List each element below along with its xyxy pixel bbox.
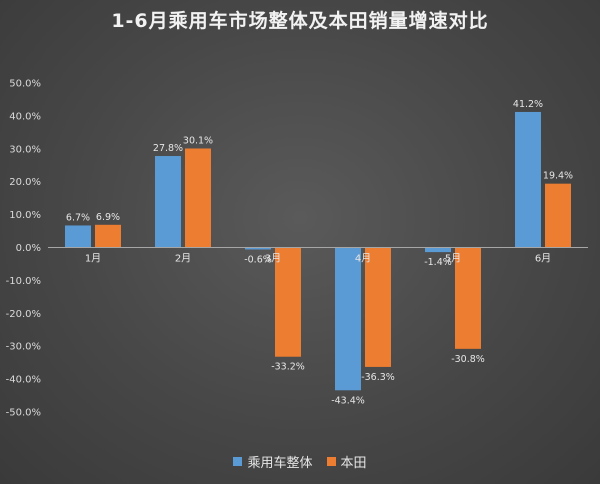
- y-tick-label: -30.0%: [6, 342, 41, 353]
- data-label: -33.2%: [271, 362, 305, 373]
- bar-total: [425, 247, 451, 253]
- y-tick-label: 20.0%: [9, 177, 41, 188]
- legend-label-total: 乘用车整体: [247, 456, 313, 471]
- bar-honda: [545, 183, 571, 248]
- x-tick-label: 2月: [175, 253, 191, 265]
- y-tick-label: -20.0%: [6, 309, 41, 320]
- data-label: 6.7%: [66, 212, 90, 223]
- legend-label-honda: 本田: [340, 456, 367, 471]
- data-label: 41.2%: [513, 99, 543, 110]
- legend-item-honda: 本田: [326, 452, 367, 471]
- y-tick-label: 50.0%: [9, 79, 41, 90]
- data-label: 27.8%: [153, 143, 183, 154]
- data-label: -43.4%: [331, 395, 365, 406]
- y-tick-label: -10.0%: [6, 276, 41, 287]
- bar-total: [515, 111, 541, 248]
- y-tick-label: -50.0%: [6, 408, 41, 419]
- legend-swatch-total: [233, 457, 243, 466]
- y-tick-label: -40.0%: [6, 375, 41, 386]
- data-label: -0.6%: [244, 254, 272, 265]
- bar-total: [335, 247, 361, 391]
- legend-item-total: 乘用车整体: [233, 452, 313, 471]
- y-tick-label: 0.0%: [16, 243, 41, 254]
- bar-honda: [275, 247, 301, 357]
- bar-total: [245, 247, 271, 250]
- data-label: -36.3%: [361, 372, 395, 383]
- bar-honda: [185, 148, 211, 248]
- y-tick-label: 10.0%: [9, 210, 41, 221]
- x-tick-label: 1月: [85, 253, 101, 265]
- data-label: 6.9%: [96, 212, 120, 223]
- x-tick-label: 3月: [265, 253, 281, 265]
- y-tick-label: 30.0%: [9, 144, 41, 155]
- bar-honda: [455, 247, 481, 349]
- x-tick-label: 6月: [535, 253, 551, 265]
- x-tick-label: 4月: [355, 253, 371, 265]
- bar-honda: [95, 224, 121, 248]
- data-label: -30.8%: [451, 354, 485, 365]
- y-tick-label: 40.0%: [9, 111, 41, 122]
- data-label: 30.1%: [183, 135, 213, 146]
- legend: 乘用车整体 本田: [0, 452, 600, 471]
- x-tick-label: 5月: [445, 253, 461, 265]
- bar-honda: [365, 247, 391, 367]
- data-label: -1.4%: [424, 257, 452, 268]
- bar-total: [65, 225, 91, 248]
- bar-total: [155, 156, 181, 248]
- legend-swatch-honda: [326, 457, 336, 466]
- data-label: 19.4%: [543, 171, 573, 182]
- chart-title: 1-6月乘用车市场整体及本田销量增速对比: [111, 10, 489, 32]
